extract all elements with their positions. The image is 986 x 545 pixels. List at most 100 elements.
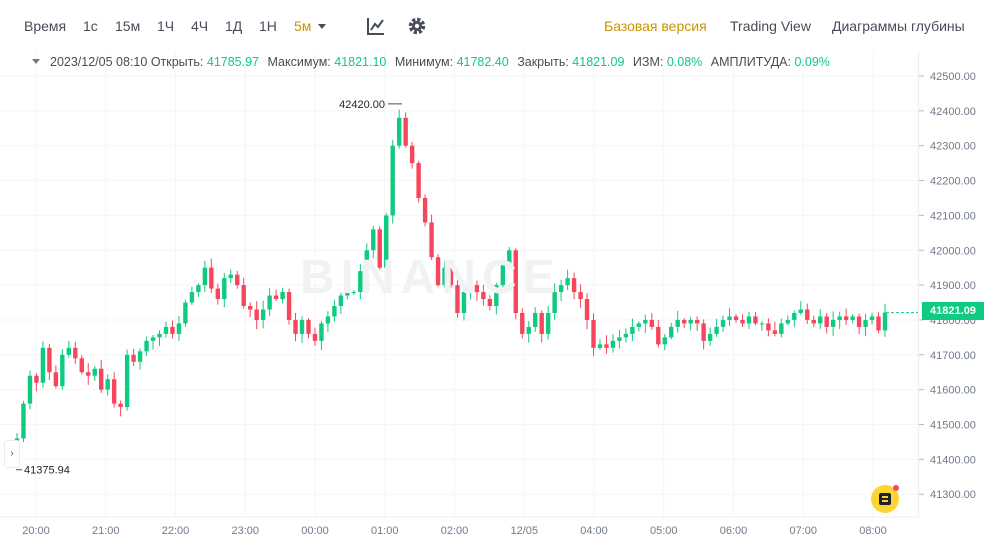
- interval-1h[interactable]: 1Ч: [157, 18, 175, 34]
- candle-body: [617, 337, 622, 341]
- candle-body: [260, 309, 266, 320]
- candle-body: [34, 375, 39, 383]
- x-tick-label: 08:00: [859, 525, 887, 537]
- low-label: Минимум:: [394, 55, 454, 69]
- candle-body: [487, 299, 493, 307]
- candle-body: [766, 323, 771, 331]
- interval-4h[interactable]: 4Ч: [191, 18, 209, 34]
- candle-body: [319, 323, 324, 341]
- y-tick-label: 41700.00: [930, 350, 976, 362]
- floating-orders-button[interactable]: [871, 485, 899, 513]
- candle-body: [701, 323, 706, 341]
- candle-body: [565, 278, 570, 286]
- candle-body: [630, 326, 635, 334]
- candle-body: [183, 302, 188, 324]
- candle-body: [798, 309, 803, 313]
- candle-body: [863, 319, 868, 327]
- x-tick-label: 01:00: [371, 525, 399, 537]
- candle-body: [99, 368, 104, 390]
- gear-icon[interactable]: [407, 16, 427, 36]
- amplitude-label: АМПЛИТУДА:: [710, 55, 791, 69]
- min-annotation-label: 41375.94: [24, 465, 70, 477]
- candle-body: [150, 337, 156, 341]
- candle-body: [824, 316, 829, 327]
- candle-body: [137, 351, 143, 362]
- candle-body: [662, 337, 667, 345]
- candle-body: [779, 323, 784, 334]
- candle-body: [73, 347, 78, 359]
- indicator-chart-icon[interactable]: [366, 16, 386, 36]
- candle-body: [422, 197, 428, 223]
- candle-body: [604, 344, 609, 348]
- candle-body: [60, 354, 65, 387]
- x-tick-label: 07:00: [789, 525, 817, 537]
- change-value: 0.08%: [666, 55, 703, 69]
- x-tick-label: 06:00: [720, 525, 748, 537]
- expand-panel-button[interactable]: ›: [4, 440, 20, 468]
- candle-body: [694, 319, 700, 324]
- x-tick-label: 00:00: [301, 525, 329, 537]
- candle-body: [675, 319, 680, 327]
- candle-body: [461, 292, 467, 313]
- y-tick-label: 41400.00: [930, 454, 976, 466]
- x-tick-label: 23:00: [231, 525, 259, 537]
- interval-1w[interactable]: 1Н: [259, 18, 277, 34]
- candle-body: [539, 312, 544, 334]
- time-label[interactable]: Время: [24, 18, 67, 34]
- candle-body: [79, 358, 84, 373]
- y-tick-label: 42000.00: [930, 245, 976, 257]
- candle-body: [740, 319, 745, 324]
- candle-body: [325, 316, 331, 324]
- chevron-down-icon[interactable]: [318, 24, 326, 29]
- y-tick-label: 41900.00: [930, 280, 976, 292]
- candle-body: [850, 316, 855, 320]
- candle-body: [170, 326, 175, 334]
- candle-body: [468, 285, 473, 293]
- x-tick-label: 02:00: [441, 525, 469, 537]
- candle-body: [442, 267, 447, 286]
- candle-body: [856, 316, 862, 327]
- candle-body: [273, 295, 279, 300]
- info-datetime: 2023/12/05 08:10: [50, 55, 148, 69]
- candle-body: [578, 292, 583, 300]
- candle-body: [636, 323, 642, 327]
- candle-body: [513, 250, 518, 313]
- x-tick-label: 05:00: [650, 525, 678, 537]
- candle-body: [720, 319, 726, 327]
- candle-body: [235, 274, 240, 286]
- candle-body: [377, 229, 382, 268]
- view-depth-chart[interactable]: Диаграммы глубины: [832, 18, 965, 34]
- candle-body: [338, 295, 344, 307]
- candle-body: [306, 319, 311, 334]
- interval-15m[interactable]: 15м: [115, 18, 141, 34]
- candle-body: [759, 323, 765, 325]
- interval-5m-dropdown[interactable]: 5м: [294, 18, 312, 34]
- candle-body: [118, 403, 123, 408]
- candle-body: [746, 316, 752, 324]
- interval-1s[interactable]: 1с: [83, 18, 98, 34]
- candle-body: [494, 285, 499, 307]
- high-value: 41821.10: [334, 55, 387, 69]
- candle-body: [669, 326, 674, 338]
- candle-body: [714, 326, 719, 334]
- candle-body: [733, 316, 739, 320]
- candle-body: [312, 333, 318, 341]
- candle-body: [526, 326, 531, 334]
- candle-body: [688, 319, 693, 324]
- collapse-caret-icon[interactable]: [32, 59, 40, 64]
- x-tick-label: 22:00: [162, 525, 190, 537]
- candle-body: [105, 379, 110, 390]
- interval-1d[interactable]: 1Д: [225, 18, 243, 34]
- view-tradingview[interactable]: Trading View: [730, 18, 811, 34]
- candle-body: [92, 368, 97, 376]
- y-tick-label: 41300.00: [930, 489, 976, 501]
- candle-body: [649, 319, 655, 327]
- ohlc-info-bar: 2023/12/05 08:10 Открыть: 41785.97 Макси…: [0, 52, 986, 72]
- x-tick-label: 12/05: [510, 525, 538, 537]
- candle-body: [500, 264, 506, 286]
- view-basic[interactable]: Базовая версия: [604, 18, 707, 34]
- candle-body: [681, 319, 687, 324]
- candle-body: [163, 326, 169, 334]
- candle-body: [27, 375, 33, 404]
